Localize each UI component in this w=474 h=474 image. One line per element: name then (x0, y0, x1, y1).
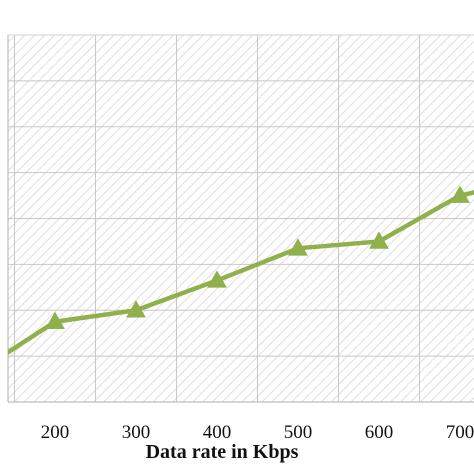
x-tick-label: 500 (284, 422, 313, 443)
x-tick-labels: 200 300 400 500 600 700 (41, 422, 474, 443)
data-point-marker (369, 231, 389, 249)
series-line (8, 190, 474, 356)
series-layer (8, 185, 474, 356)
data-point-marker (450, 185, 470, 203)
axes (7, 34, 474, 403)
x-axis-title: Data rate in Kbps (146, 441, 299, 463)
data-point-marker (207, 270, 227, 288)
x-tick-label: 600 (365, 422, 394, 443)
data-point-marker (126, 300, 146, 318)
x-tick-label: 200 (41, 422, 70, 443)
x-tick-label: 400 (203, 422, 232, 443)
x-tick-label: 300 (122, 422, 151, 443)
data-point-marker (45, 311, 65, 329)
data-point-marker (288, 238, 308, 256)
x-tick-label: 700 (446, 422, 474, 443)
